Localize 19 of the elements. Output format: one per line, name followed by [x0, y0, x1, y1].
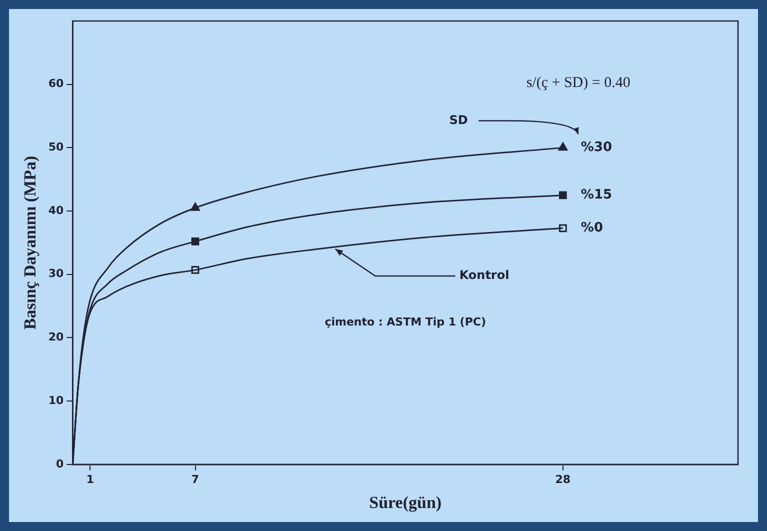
y-tick-label: 60: [48, 77, 64, 90]
x-tick-label: 7: [191, 472, 200, 486]
annotation: çimento : ASTM Tip 1 (PC): [324, 315, 486, 328]
x-axis-title: Süre(gün): [369, 493, 442, 512]
y-tick-label: 40: [48, 204, 64, 217]
annotation: SD: [449, 112, 468, 127]
series-label: %0: [580, 220, 603, 236]
y-axis-title: Basınç Dayanımı (MPa): [20, 156, 40, 330]
y-tick-label: 50: [48, 140, 64, 154]
y-tick-label: 0: [56, 457, 64, 470]
annotation: Kontrol: [459, 268, 510, 282]
series-label: %15: [580, 188, 612, 203]
x-tick-label: 28: [555, 472, 571, 486]
x-tick-label: 1: [86, 472, 94, 486]
y-tick-label: 20: [48, 330, 64, 344]
legend-label: %30: [580, 140, 612, 156]
y-tick-label: 30: [48, 267, 64, 280]
annotation: s/(ç + SD) = 0.40: [526, 75, 630, 92]
y-tick-label: 10: [48, 394, 64, 407]
